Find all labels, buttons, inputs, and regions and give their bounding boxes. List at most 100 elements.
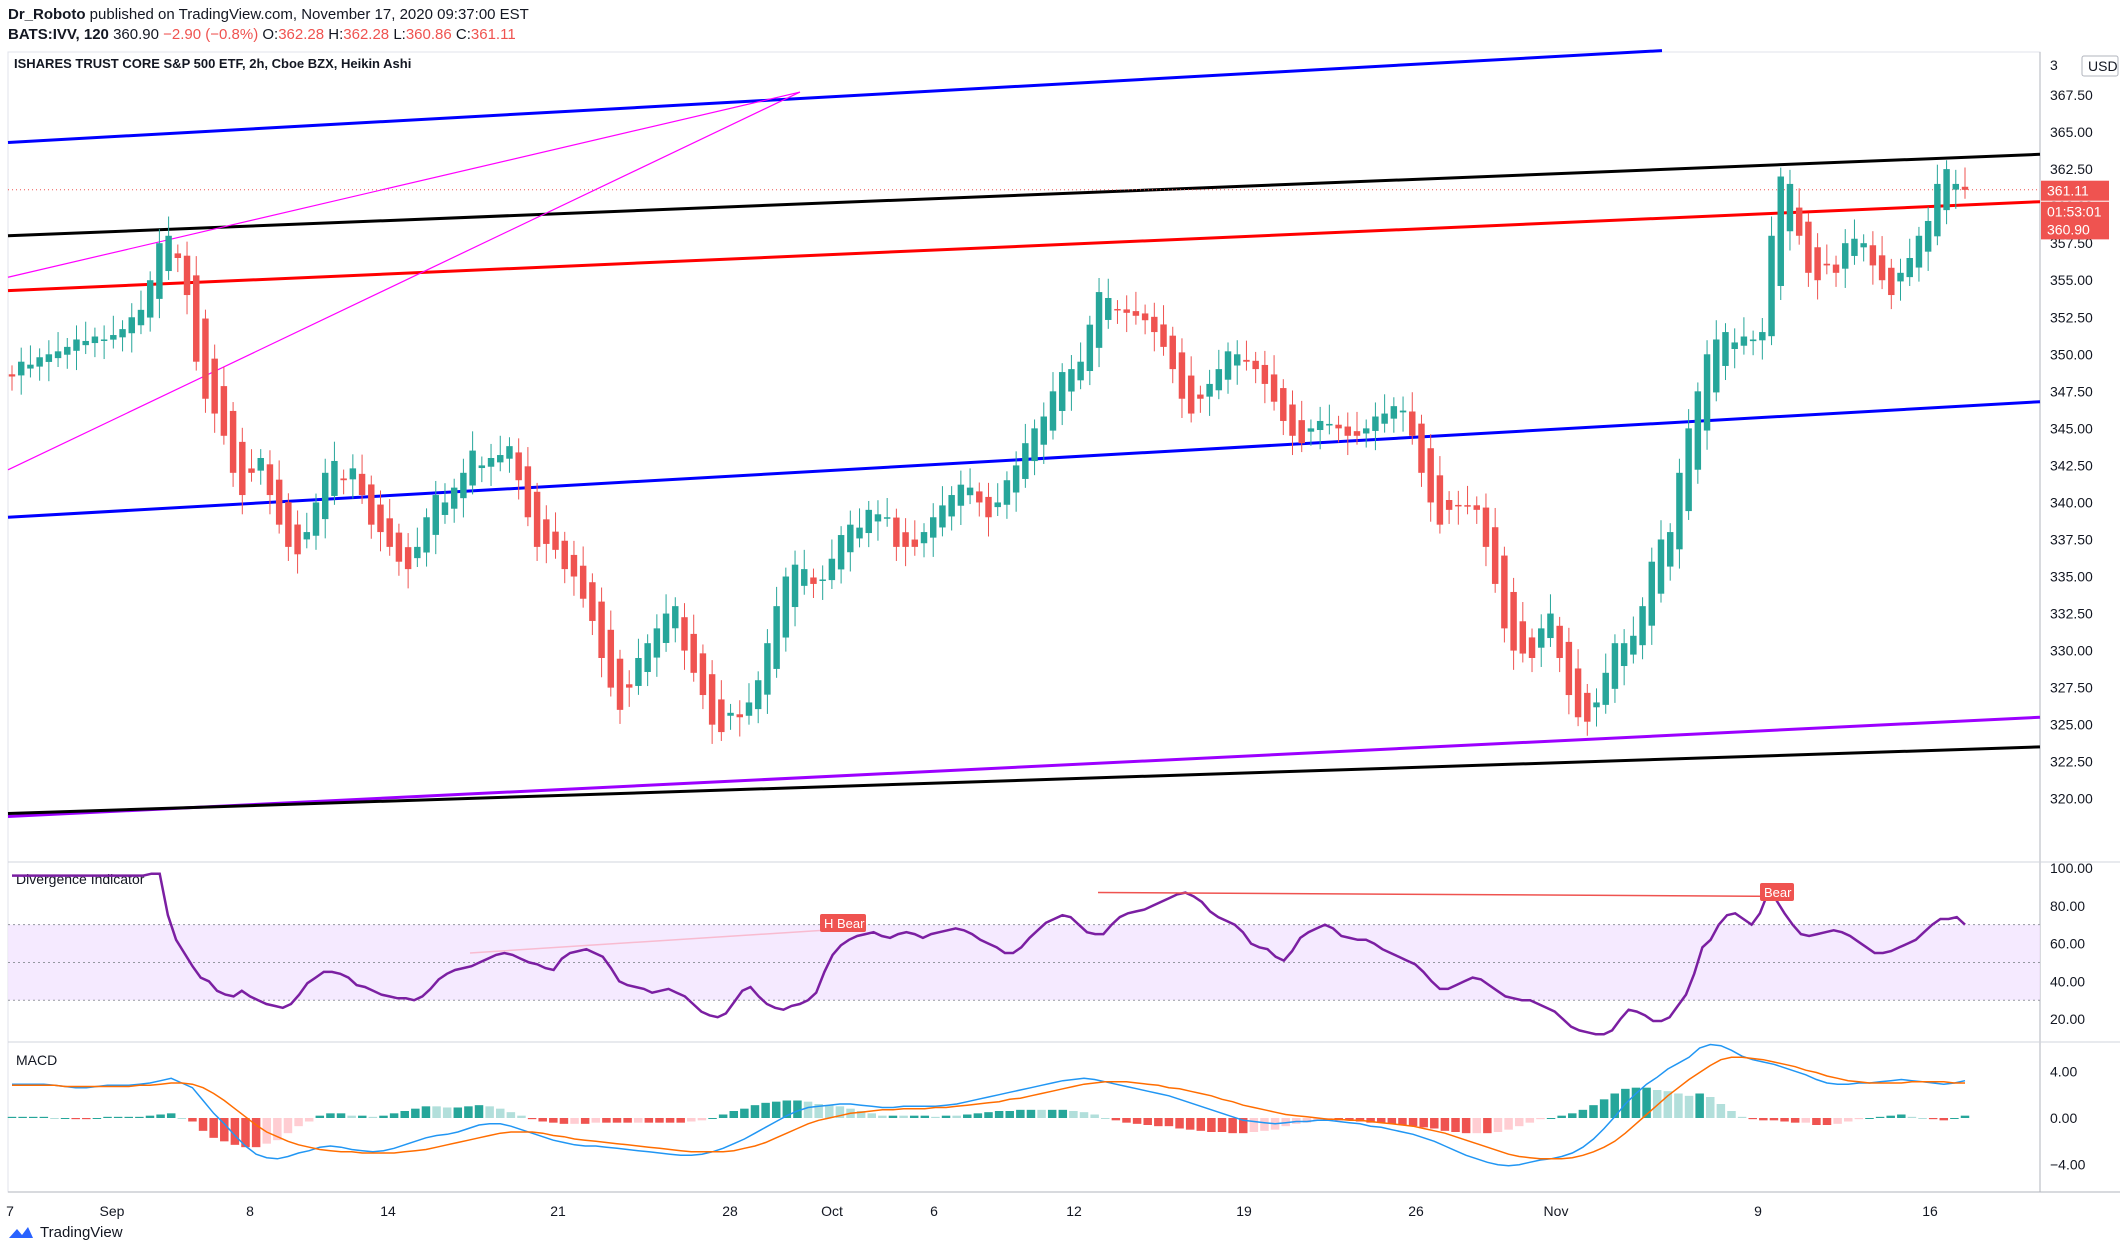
- candle-body: [1445, 500, 1453, 510]
- macd-bar: [1228, 1118, 1237, 1134]
- macd-bar: [411, 1108, 420, 1118]
- currency-badge: [2081, 55, 2119, 77]
- candle-body: [1685, 428, 1692, 512]
- candle-body: [1178, 352, 1186, 399]
- publisher-line: Dr_Roboto published on TradingView.com, …: [8, 6, 529, 23]
- candle-body: [1418, 423, 1425, 473]
- candle-body: [1482, 507, 1490, 547]
- candle-body: [1897, 272, 1904, 282]
- candle-body: [1611, 643, 1619, 689]
- candle-body: [497, 455, 504, 463]
- candle-body: [1362, 428, 1370, 434]
- candle-body: [1749, 339, 1757, 342]
- price-axis-label: 350.00: [2050, 346, 2093, 362]
- candle-body: [1372, 416, 1379, 431]
- candle-body: [976, 491, 983, 503]
- macd-bar: [1345, 1118, 1354, 1121]
- macd-bar: [750, 1105, 760, 1118]
- macd-bar: [1727, 1111, 1736, 1118]
- candle-body: [598, 601, 605, 658]
- macd-bar: [973, 1113, 983, 1118]
- candle-body: [828, 558, 836, 581]
- macd-bar: [389, 1113, 399, 1118]
- macd-bar: [878, 1115, 887, 1118]
- macd-bar: [198, 1118, 208, 1131]
- candle-body: [1768, 235, 1775, 337]
- candle-body: [1270, 374, 1278, 402]
- macd-bar: [994, 1111, 1004, 1118]
- candle-body: [368, 484, 375, 525]
- macd-bar: [7, 1116, 17, 1118]
- candle-body: [1353, 431, 1361, 436]
- macd-bar: [347, 1115, 356, 1118]
- candle-body: [801, 569, 808, 586]
- candle-body: [561, 540, 568, 570]
- macd-bar: [294, 1118, 303, 1127]
- macd-bar: [103, 1116, 112, 1118]
- price-axis-label: 330.00: [2050, 643, 2093, 659]
- candle-body: [1538, 628, 1545, 648]
- macd-bar: [931, 1116, 940, 1118]
- macd-bar: [676, 1118, 685, 1123]
- ohlc-line: BATS:IVV, 120 360.90 −2.90 (−0.8%) O:362…: [8, 26, 516, 43]
- candle-body: [957, 484, 965, 506]
- macd-bar: [71, 1118, 80, 1120]
- candle-body: [1556, 625, 1563, 658]
- candle-body: [1713, 339, 1720, 393]
- macd-bar: [1090, 1114, 1099, 1118]
- candle-body: [358, 473, 366, 496]
- macd-bar: [1101, 1118, 1110, 1119]
- macd-bar: [952, 1115, 961, 1118]
- macd-axis-label: 0.00: [2050, 1110, 2077, 1126]
- candle-body: [202, 318, 209, 399]
- macd-bar: [315, 1115, 325, 1118]
- candle-body: [294, 524, 301, 555]
- macd-bar: [421, 1106, 431, 1118]
- macd-bar: [1918, 1118, 1927, 1119]
- candle-body: [340, 478, 347, 481]
- macd-bar: [718, 1114, 728, 1118]
- candle-body: [782, 576, 790, 638]
- macd-bar: [1578, 1109, 1588, 1118]
- candle-body: [662, 613, 670, 643]
- author-name[interactable]: Dr_Roboto: [8, 6, 86, 23]
- candle-body: [1243, 359, 1250, 362]
- time-axis-label: 9: [1754, 1203, 1762, 1219]
- candle-body: [736, 714, 743, 718]
- macd-bar: [1047, 1109, 1057, 1118]
- candle-body: [441, 502, 449, 515]
- trendline-upper-resistance: [7, 152, 2041, 238]
- macd-bar: [1175, 1118, 1184, 1129]
- macd-bar: [963, 1114, 972, 1118]
- macd-bar: [1886, 1115, 1895, 1118]
- macd-bar: [50, 1118, 59, 1119]
- last-close-tag-bg: [2041, 180, 2109, 201]
- macd-bar: [1737, 1116, 1747, 1118]
- trendline-upper-channel: [7, 49, 1663, 144]
- candle-body: [1381, 413, 1388, 424]
- macd-bar: [262, 1118, 271, 1144]
- price-axis-label: 320.00: [2050, 791, 2093, 807]
- candle-body: [837, 535, 845, 570]
- candle-body: [423, 517, 430, 553]
- macd-bar: [1759, 1118, 1768, 1121]
- macd-bar: [60, 1118, 70, 1119]
- candle-body: [1455, 504, 1462, 507]
- candle-body: [404, 547, 412, 570]
- macd-bar: [1610, 1093, 1619, 1118]
- macd-bar: [113, 1116, 123, 1118]
- candle-body: [1390, 406, 1398, 419]
- price-axis-label: 355.00: [2050, 272, 2093, 288]
- time-axis-label: Sep: [100, 1203, 125, 1219]
- candle-body: [1584, 692, 1591, 722]
- candle-body: [1095, 292, 1103, 348]
- candle-body: [791, 564, 799, 608]
- macd-bar: [1387, 1118, 1397, 1124]
- macd-bar: [28, 1116, 38, 1118]
- macd-bar: [825, 1105, 834, 1118]
- candle-body: [994, 502, 1001, 508]
- tradingview-logo[interactable]: TradingView: [8, 1224, 123, 1241]
- candle-body: [1335, 424, 1342, 429]
- candle-body: [1114, 308, 1121, 311]
